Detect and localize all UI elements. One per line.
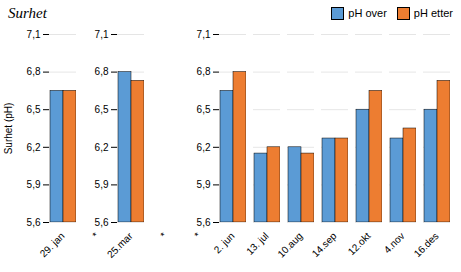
html-text:pH etter: pH etter [413, 7, 453, 19]
svg-text:2. jun: 2. jun [212, 230, 237, 255]
svg-text:6,5: 6,5 [197, 104, 211, 115]
svg-text:7,1: 7,1 [27, 29, 41, 40]
svg-text:5,6: 5,6 [27, 217, 41, 228]
svg-text:16.des: 16.des [412, 230, 441, 259]
svg-text:7,1: 7,1 [95, 29, 109, 40]
svg-text:6,2: 6,2 [27, 142, 41, 153]
svg-text:6,2: 6,2 [197, 142, 211, 153]
svg-text:4.nov: 4.nov [382, 230, 407, 255]
svg-text:12.okt: 12.okt [346, 230, 373, 257]
svg-text:5,9: 5,9 [197, 179, 211, 190]
svg-text:6,8: 6,8 [197, 66, 211, 77]
svg-text:7,1: 7,1 [197, 29, 211, 40]
svg-text:6,8: 6,8 [27, 66, 41, 77]
svg-text:29. jan: 29. jan [38, 230, 67, 259]
svg-text:6,2: 6,2 [95, 142, 109, 153]
html-text:Surhet: Surhet [8, 4, 47, 21]
svg-text:6,5: 6,5 [27, 104, 41, 115]
svg-text:5,6: 5,6 [95, 217, 109, 228]
svg-text:Surhet (pH): Surhet (pH) [3, 103, 14, 155]
svg-text:14.sep: 14.sep [310, 230, 339, 259]
svg-text:10.aug: 10.aug [275, 230, 304, 259]
svg-text:*: * [158, 230, 169, 241]
svg-text:*: * [192, 230, 203, 241]
svg-text:13. jul: 13. jul [244, 230, 271, 257]
svg-text:6,5: 6,5 [95, 104, 109, 115]
svg-text:5,9: 5,9 [95, 179, 109, 190]
html-text:pH over: pH over [348, 7, 387, 19]
svg-text:6,8: 6,8 [95, 66, 109, 77]
svg-text:25.mar: 25.mar [105, 230, 135, 260]
svg-text:*: * [90, 230, 101, 241]
svg-text:5,9: 5,9 [27, 179, 41, 190]
svg-text:5,6: 5,6 [197, 217, 211, 228]
